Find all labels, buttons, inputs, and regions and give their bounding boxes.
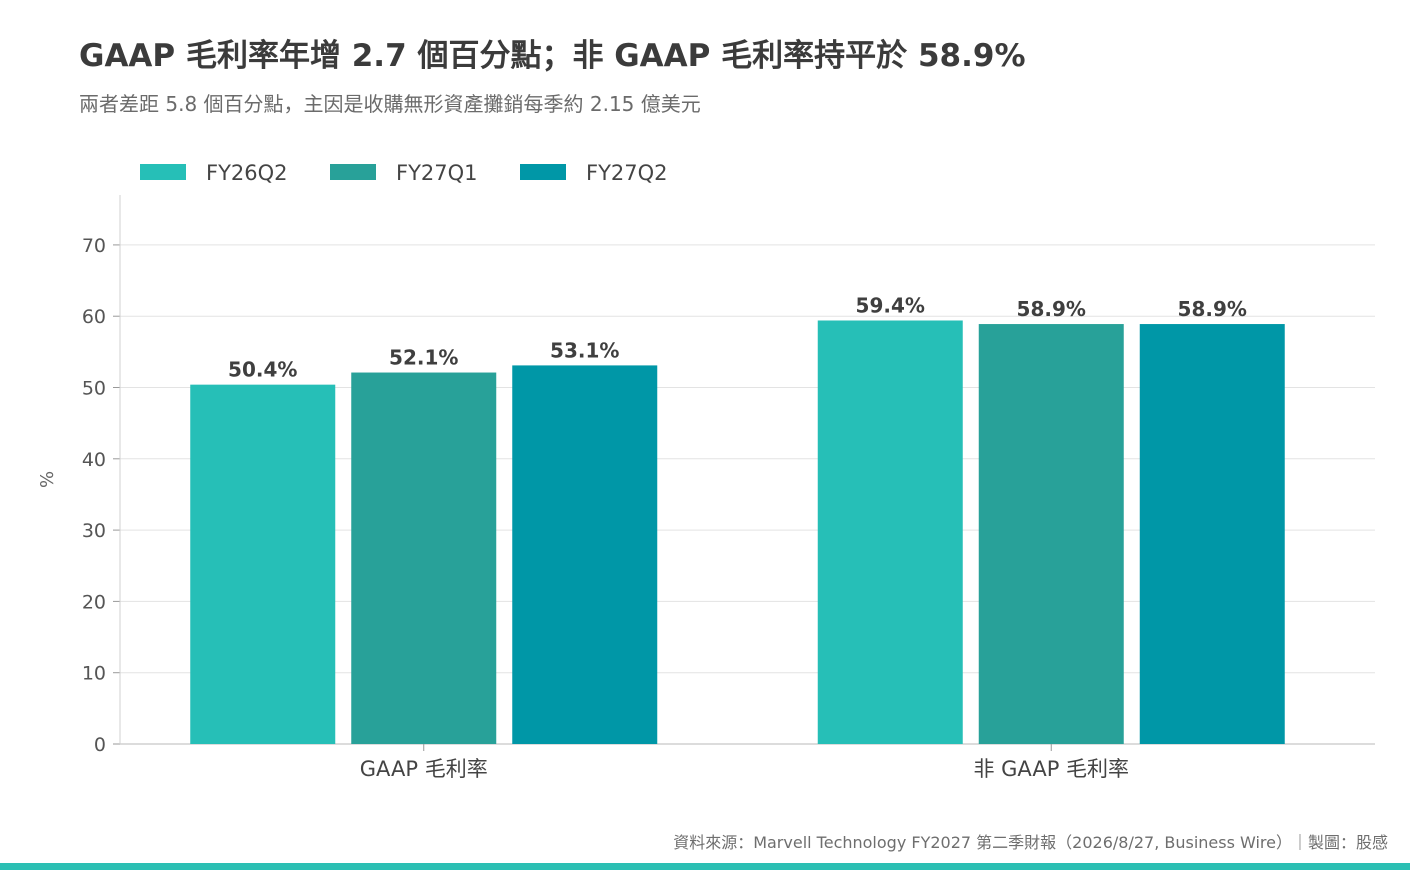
bar-value-label: 53.1% [550, 338, 619, 362]
y-tick-label: 40 [82, 449, 106, 471]
y-tick-label: 20 [82, 591, 106, 613]
legend-label: FY27Q1 [396, 161, 478, 185]
source-note: 資料來源：Marvell Technology FY2027 第二季財報（202… [673, 833, 1388, 852]
bar [1139, 324, 1285, 744]
bar [512, 365, 658, 744]
bar [978, 324, 1124, 744]
y-tick-label: 50 [82, 378, 106, 400]
legend-label: FY26Q2 [206, 161, 288, 185]
bar-value-label: 59.4% [856, 293, 925, 317]
bar-value-label: 50.4% [228, 358, 297, 382]
y-tick-label: 70 [82, 235, 106, 257]
bars [190, 320, 1285, 744]
legend-swatch [330, 164, 376, 180]
chart-subtitle: 兩者差距 5.8 個百分點，主因是收購無形資產攤銷每季約 2.15 億美元 [79, 92, 701, 116]
legend-swatch [520, 164, 566, 180]
y-tick-label: 0 [94, 734, 106, 756]
bar-value-label: 52.1% [389, 346, 458, 370]
axes: 0 10 20 30 40 50 60 70% GAAP 毛利率 非 GAAP 毛利率 [37, 195, 1375, 781]
data-labels: 50.4% 52.1% 53.1% 59.4% 58.9% 58.9% [228, 293, 1247, 381]
y-tick-label: 60 [82, 306, 106, 328]
bar-value-label: 58.9% [1017, 297, 1086, 321]
bottom-accent-bar [0, 863, 1410, 870]
bar-value-label: 58.9% [1178, 297, 1247, 321]
bar [817, 320, 963, 744]
bar-chart: FY26Q2 FY27Q1 FY27Q2 0 10 20 30 40 50 60 70% GAAP … [37, 161, 1375, 781]
y-tick-label: 30 [82, 520, 106, 542]
legend-label: FY27Q2 [586, 161, 668, 185]
y-axis-label: % [37, 471, 58, 488]
x-category-label: 非 GAAP 毛利率 [973, 757, 1129, 781]
bar [351, 372, 497, 744]
x-category-label: GAAP 毛利率 [360, 757, 488, 781]
chart-title: GAAP 毛利率年增 2.7 個百分點；非 GAAP 毛利率持平於 58.9% [79, 38, 1026, 74]
bar [190, 384, 336, 744]
legend-swatch [140, 164, 186, 180]
legend: FY26Q2 FY27Q1 FY27Q2 [140, 161, 668, 185]
y-tick-label: 10 [82, 663, 106, 685]
